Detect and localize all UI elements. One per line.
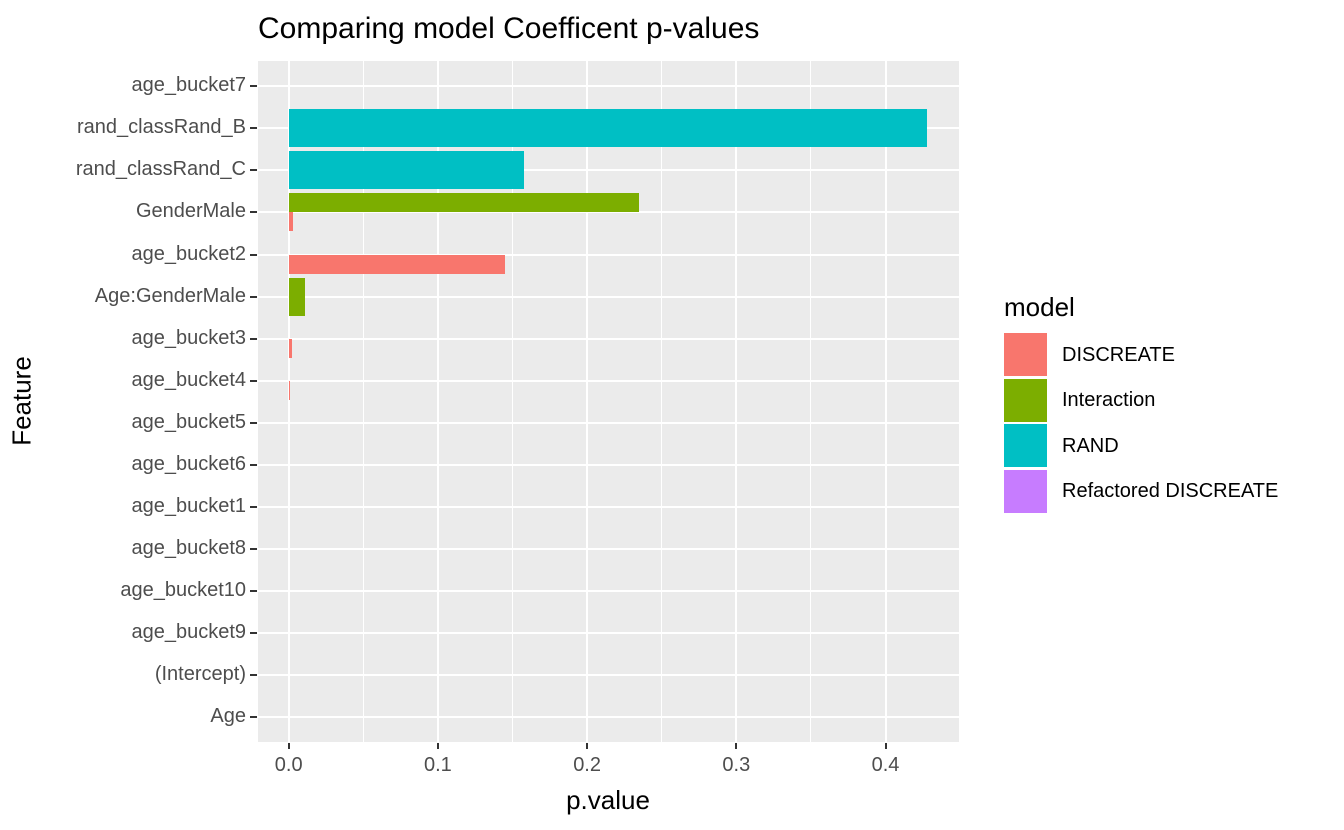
x-tick-label: 0.3 bbox=[722, 754, 751, 776]
bar bbox=[288, 109, 928, 148]
v-gridline-major bbox=[436, 61, 439, 742]
y-tick-mark bbox=[250, 85, 257, 88]
y-category-label: rand_classRand_C bbox=[75, 158, 246, 181]
y-category-label: age_bucket5 bbox=[131, 410, 246, 433]
y-tick-mark bbox=[250, 548, 257, 550]
bar bbox=[288, 254, 506, 274]
h-gridline bbox=[258, 716, 959, 719]
h-gridline bbox=[258, 632, 959, 635]
x-axis-title: p.value bbox=[566, 785, 650, 815]
y-tick-mark bbox=[250, 295, 257, 298]
legend-key-swatch bbox=[1004, 424, 1047, 467]
y-category-label: Age bbox=[210, 705, 246, 728]
h-gridline bbox=[258, 463, 959, 466]
h-gridline bbox=[258, 674, 959, 677]
h-gridline bbox=[258, 169, 959, 172]
h-gridline bbox=[258, 379, 959, 382]
v-gridline-major bbox=[287, 61, 290, 742]
legend-key-swatch bbox=[1004, 333, 1047, 376]
y-tick-mark bbox=[250, 169, 257, 172]
legend-item-label: Interaction bbox=[1062, 389, 1156, 411]
y-tick-mark bbox=[250, 127, 257, 130]
legend-key-swatch bbox=[1004, 469, 1047, 513]
legend-key-swatch bbox=[1004, 378, 1047, 422]
h-gridline bbox=[258, 421, 959, 424]
y-tick-mark bbox=[250, 590, 257, 593]
chart-title: Comparing model Coefficent p-values bbox=[258, 12, 760, 45]
bar bbox=[288, 212, 294, 232]
x-tick-mark bbox=[436, 743, 439, 749]
y-tick-mark bbox=[250, 379, 257, 382]
h-gridline bbox=[258, 85, 959, 88]
y-category-label: age_bucket4 bbox=[131, 368, 246, 391]
y-category-label: age_bucket7 bbox=[131, 74, 246, 97]
y-tick-mark bbox=[250, 337, 257, 340]
h-gridline bbox=[258, 295, 959, 298]
y-category-label: age_bucket10 bbox=[120, 579, 246, 602]
h-gridline bbox=[258, 211, 959, 214]
legend-item-label: DISCREATE bbox=[1062, 343, 1175, 366]
y-category-label: GenderMale bbox=[135, 200, 246, 223]
y-category-label: age_bucket9 bbox=[131, 621, 246, 644]
bar bbox=[288, 193, 640, 213]
x-tick-mark bbox=[287, 743, 290, 749]
bar bbox=[288, 380, 290, 400]
v-gridline-minor bbox=[661, 61, 663, 742]
h-gridline bbox=[258, 253, 959, 256]
x-tick-label: 0.4 bbox=[871, 754, 900, 776]
legend-title: model bbox=[1004, 292, 1075, 322]
y-category-label: Age:GenderMale bbox=[94, 284, 246, 307]
bar bbox=[288, 277, 306, 316]
v-gridline-major bbox=[884, 61, 887, 742]
x-tick-mark bbox=[586, 743, 589, 749]
legend-item-label: RAND bbox=[1062, 434, 1119, 457]
v-gridline-minor bbox=[810, 61, 812, 742]
x-tick-label: 0.1 bbox=[423, 754, 452, 776]
y-axis-title: Feature bbox=[6, 356, 37, 446]
h-gridline bbox=[258, 505, 959, 508]
y-tick-mark bbox=[250, 211, 257, 214]
y-category-label: age_bucket1 bbox=[131, 494, 246, 517]
y-tick-mark bbox=[250, 674, 257, 677]
x-tick-label: 0.0 bbox=[274, 754, 303, 776]
bar bbox=[288, 151, 525, 190]
h-gridline bbox=[258, 590, 959, 593]
y-category-label: age_bucket8 bbox=[131, 537, 246, 559]
h-gridline bbox=[258, 337, 959, 340]
v-gridline-minor bbox=[362, 61, 364, 742]
h-gridline bbox=[258, 548, 959, 550]
x-tick-mark bbox=[735, 743, 738, 749]
plot-panel bbox=[258, 61, 959, 742]
y-category-label: age_bucket2 bbox=[131, 242, 246, 265]
bar bbox=[288, 338, 293, 358]
y-category-label: (Intercept) bbox=[154, 663, 246, 686]
legend-item-label: Refactored DISCREATE bbox=[1062, 480, 1279, 502]
y-tick-mark bbox=[250, 253, 257, 256]
y-category-label: rand_classRand_B bbox=[77, 116, 246, 139]
y-category-label: age_bucket3 bbox=[131, 326, 246, 349]
y-tick-mark bbox=[250, 463, 257, 466]
y-tick-mark bbox=[250, 632, 257, 635]
y-category-label: age_bucket6 bbox=[131, 452, 246, 475]
x-tick-label: 0.2 bbox=[573, 754, 601, 776]
y-tick-mark bbox=[250, 505, 257, 508]
y-tick-mark bbox=[250, 421, 257, 424]
x-tick-mark bbox=[884, 743, 887, 749]
y-tick-mark bbox=[250, 716, 257, 719]
v-gridline-major bbox=[586, 61, 589, 742]
v-gridline-major bbox=[735, 61, 738, 742]
v-gridline-minor bbox=[512, 61, 513, 742]
